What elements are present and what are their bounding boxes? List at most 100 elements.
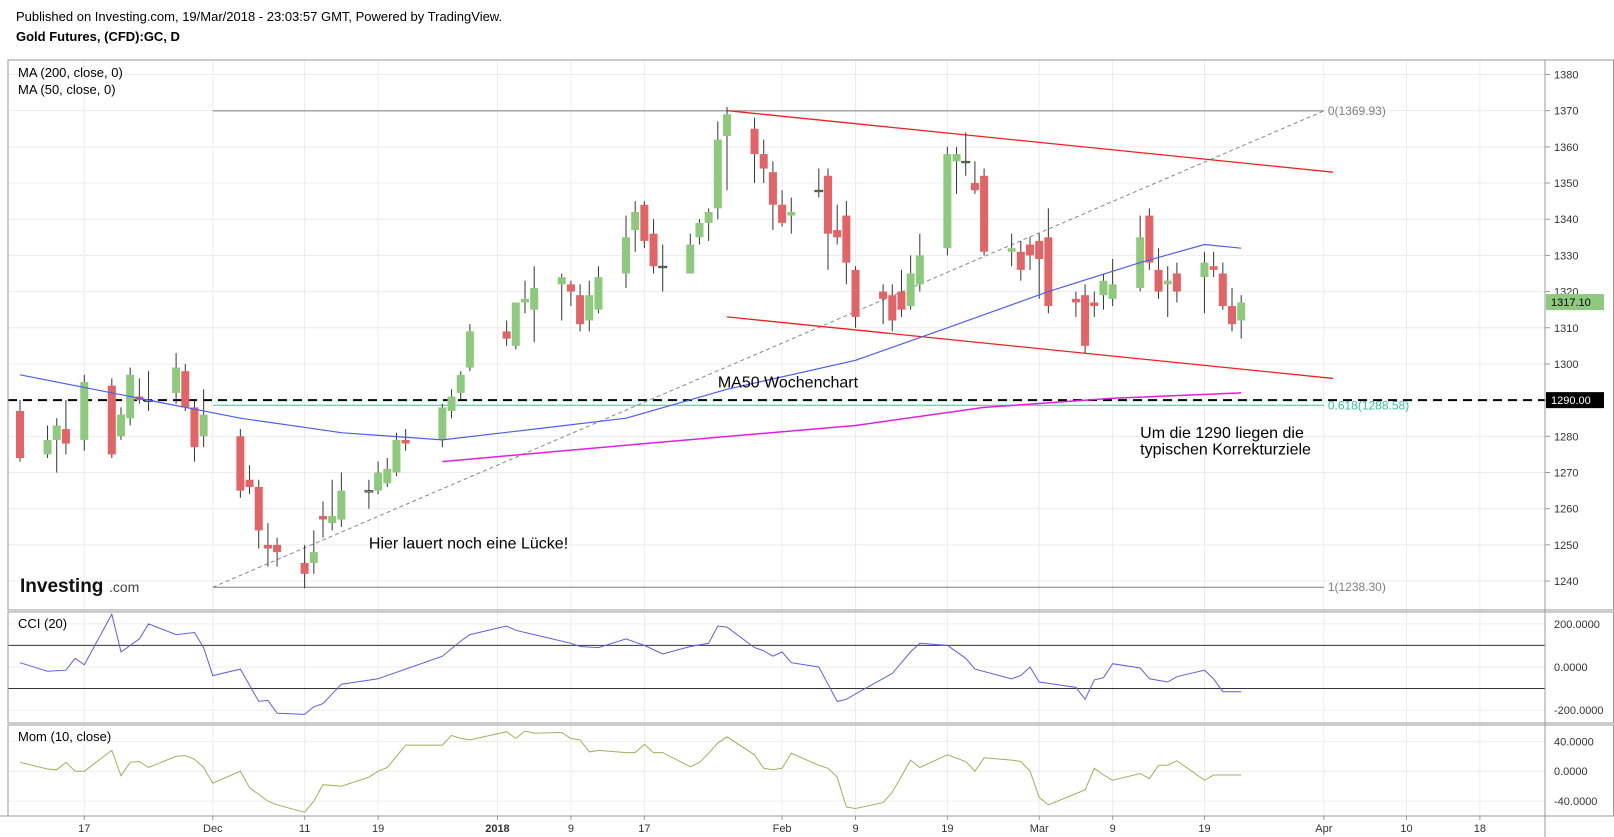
channel-lower-line <box>726 316 1334 380</box>
candle-body-86 <box>1172 273 1181 292</box>
candle-body-40 <box>585 295 594 321</box>
candle-body-83 <box>1145 215 1154 263</box>
time-tick-label-2: 11 <box>299 823 310 835</box>
time-tick-label-8: 9 <box>852 823 858 835</box>
candle-body-55 <box>778 204 787 223</box>
candle-body-91 <box>1237 302 1246 321</box>
candle-body-67 <box>943 154 952 249</box>
time-tick-label-4: 2018 <box>485 823 509 835</box>
candle-body-43 <box>631 211 640 231</box>
candle-body-45 <box>649 233 658 267</box>
candle-body-56 <box>787 211 796 216</box>
candle-body-47 <box>686 244 695 274</box>
price-tag-bg-0 <box>1546 294 1604 311</box>
mom-tick-label-0: 40.0000 <box>1554 736 1594 748</box>
moving-averages <box>19 243 1242 463</box>
candle-body-42 <box>622 237 630 274</box>
candle-body-13 <box>199 414 208 437</box>
candle-body-39 <box>576 295 585 325</box>
price-tick-label-12: 1360 <box>1554 142 1578 154</box>
candle-body-38 <box>566 284 575 292</box>
candle-body-85 <box>1163 280 1172 285</box>
fib-level-label-1: 0.618(1288.58) <box>1328 398 1409 412</box>
annotation-3: typischen Korrekturziele <box>1140 441 1311 458</box>
candle-body-20 <box>309 552 318 563</box>
candle-body-30 <box>447 396 456 411</box>
candle-body-27 <box>392 439 401 473</box>
candle-body-21 <box>319 515 327 520</box>
candle-body-16 <box>254 486 263 531</box>
mom-tick-label-1: 0.0000 <box>1554 766 1588 778</box>
time-tick-label-7: Feb <box>773 823 792 835</box>
momentum-pane <box>19 730 1242 813</box>
logo-brand: Investing <box>20 576 103 597</box>
candle-body-76 <box>1044 237 1053 307</box>
time-tick-label-10: Mar <box>1030 823 1049 835</box>
price-tag-bg-1 <box>1546 392 1604 409</box>
candle-body-6 <box>117 414 125 437</box>
chart-header: Published on Investing.com, 19/Mar/2018 … <box>16 6 502 46</box>
candle-body-26 <box>383 468 392 484</box>
time-tick-label-0: 17 <box>78 823 90 835</box>
candle-body-90 <box>1228 306 1236 325</box>
candle-body-28 <box>401 439 410 444</box>
candle-body-48 <box>695 222 704 238</box>
ma200-line <box>442 392 1242 463</box>
candle-body-89 <box>1218 273 1227 307</box>
candle-body-35 <box>521 298 529 303</box>
candlestick-series <box>16 107 1246 589</box>
candle-body-37 <box>557 277 566 285</box>
candle-body-73 <box>1016 251 1025 270</box>
fib-level-label-2: 1(1238.30) <box>1328 580 1386 594</box>
candle-body-69 <box>961 160 971 164</box>
price-tick-label-7: 1310 <box>1554 323 1578 335</box>
fib-level-label-0: 0(1369.93) <box>1328 104 1386 118</box>
candle-body-10 <box>172 367 181 393</box>
logo-suffix: .com <box>109 579 139 595</box>
candle-body-22 <box>328 515 337 524</box>
candle-body-32 <box>465 331 474 368</box>
price-tag-label-0: 1317.10 <box>1551 297 1591 309</box>
main-overlays: 0(1369.93) 0.618(1288.58) 1(1238.30) <box>8 104 1545 594</box>
price-tick-label-9: 1330 <box>1554 250 1578 262</box>
candle-body-14 <box>236 436 245 491</box>
candle-body-51 <box>723 114 731 136</box>
candle-body-84 <box>1154 269 1163 292</box>
mom-line <box>19 730 1242 813</box>
ma50-line <box>19 243 1242 441</box>
price-tick-label-4: 1280 <box>1554 431 1578 443</box>
candle-body-59 <box>833 230 842 238</box>
candle-body-46 <box>658 265 668 269</box>
candle-body-49 <box>704 211 713 223</box>
candle-body-18 <box>273 544 282 553</box>
candle-body-87 <box>1200 262 1209 278</box>
time-tick-label-9: 19 <box>941 823 953 835</box>
time-tick-label-15: 18 <box>1474 823 1486 835</box>
candle-body-71 <box>980 175 989 252</box>
candle-body-1 <box>43 439 52 455</box>
axes: 1240125012601270128012901300131013201330… <box>78 69 1604 835</box>
candle-body-41 <box>594 277 603 310</box>
candle-body-63 <box>888 295 897 321</box>
candle-body-88 <box>1209 266 1218 270</box>
candle-body-36 <box>530 287 539 310</box>
candle-body-2 <box>52 425 61 440</box>
ma200-legend: MA (200, close, 0) <box>18 65 123 80</box>
candle-body-11 <box>181 371 190 408</box>
candle-body-78 <box>1081 295 1090 346</box>
main-pane-frame <box>7 59 1614 611</box>
candle-body-70 <box>970 183 979 191</box>
time-tick-label-13: Apr <box>1315 823 1332 835</box>
candle-body-74 <box>1026 244 1034 256</box>
cci-tick-label-1: 0.0000 <box>1554 662 1588 674</box>
annotation-1: Hier lauert noch eine Lücke! <box>369 535 568 552</box>
candle-body-52 <box>750 128 759 155</box>
mom-tick-label-2: -40.0000 <box>1554 796 1597 808</box>
price-tick-label-2: 1260 <box>1554 504 1578 516</box>
candle-body-80 <box>1099 280 1108 296</box>
time-tick-label-1: Dec <box>203 823 223 835</box>
time-tick-label-5: 9 <box>568 823 574 835</box>
candle-body-64 <box>897 291 906 310</box>
price-tick-label-6: 1300 <box>1554 359 1578 371</box>
